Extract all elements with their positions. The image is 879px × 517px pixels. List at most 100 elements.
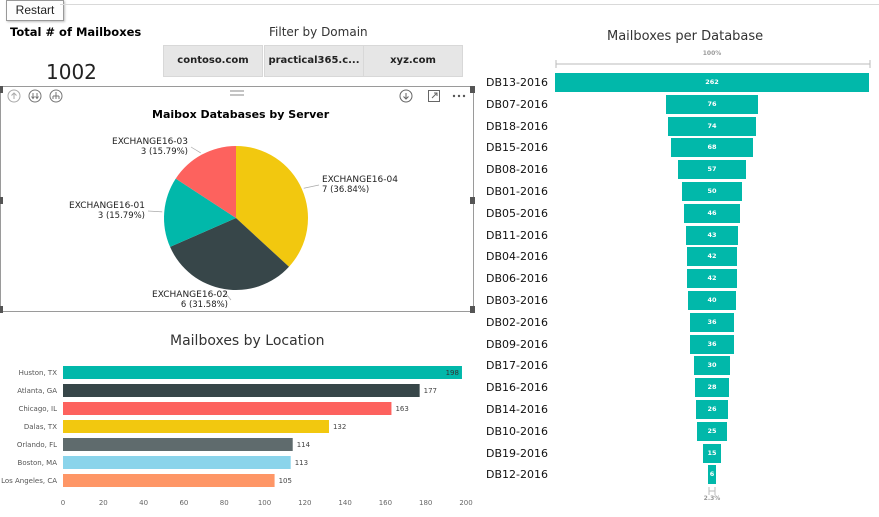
location-value-label: 113 [295,459,308,467]
location-category-label: Boston, MA [18,459,58,467]
funnel-category-label: DB11-2016 [486,228,548,242]
domain-filter-practical365[interactable]: practical365.c... [264,45,364,77]
funnel-bar[interactable]: 36 [690,334,734,354]
funnel-category-label: DB05-2016 [486,206,548,220]
funnel-bar[interactable]: 6 [708,465,716,485]
resize-handle[interactable] [0,197,3,204]
drag-handle-icon[interactable] [229,89,245,97]
location-bar[interactable] [63,474,275,487]
funnel-bar[interactable]: 42 [686,247,738,267]
location-axis-tick: 0 [61,499,65,507]
funnel-chart-title: Mailboxes per Database [607,29,764,44]
location-value-label: 132 [333,423,346,431]
location-value-label: 198 [446,369,459,377]
location-category-label: Los Angeles, CA [1,477,57,485]
location-axis-tick: 60 [179,499,188,507]
more-options-icon[interactable] [452,89,466,103]
location-axis-tick: 20 [99,499,108,507]
domain-filter-title: Filter by Domain [269,25,368,39]
location-bar[interactable] [63,438,293,451]
drill-mode-icon[interactable] [399,89,413,103]
resize-handle[interactable] [470,86,475,93]
expand-hierarchy-icon[interactable] [49,89,63,103]
funnel-bar[interactable]: 68 [671,138,753,158]
drill-up-icon[interactable] [7,89,21,103]
pie-slice-name-label: EXCHANGE16-03 [112,137,188,147]
funnel-bottom-bracket [708,487,716,496]
pie-slice-value-label: 3 (15.79%) [98,211,145,221]
location-value-label: 105 [279,477,292,485]
funnel-bar[interactable]: 74 [667,116,757,136]
resize-handle[interactable] [470,306,475,313]
pie-leader-line [190,146,201,154]
location-axis-tick: 80 [220,499,229,507]
pie-slice-exchange16-02[interactable] [170,218,289,290]
funnel-bar[interactable]: 36 [690,312,734,332]
funnel-category-label: DB13-2016 [486,76,548,89]
resize-handle[interactable] [470,197,475,204]
location-chart-title: Mailboxes by Location [170,333,325,349]
funnel-category-label: DB15-2016 [486,141,548,155]
funnel-bar[interactable]: 28 [695,378,729,398]
funnel-bar[interactable]: 76 [666,94,758,114]
pie-slice-exchange16-03[interactable] [175,146,236,218]
location-bar[interactable] [63,366,462,379]
total-mailboxes-value: 1002 [46,60,97,84]
pie-slice-name-label: EXCHANGE16-01 [69,201,145,211]
location-axis-tick: 100 [258,499,271,507]
funnel-category-label: DB19-2016 [486,446,548,460]
funnel-category-label: DB03-2016 [486,294,548,307]
funnel-bar[interactable]: 262 [555,73,869,92]
funnel-bar[interactable]: 46 [684,203,740,223]
pie-slice-exchange16-01[interactable] [164,178,236,247]
resize-handle[interactable] [0,306,3,313]
pie-slice-name-label: EXCHANGE16-04 [322,175,398,185]
funnel-category-label: DB04-2016 [486,250,548,264]
funnel-category-label: DB01-2016 [486,185,548,198]
funnel-category-label: DB18-2016 [486,119,548,133]
funnel-bar[interactable]: 42 [686,269,738,289]
location-axis-tick: 200 [459,499,472,507]
funnel-bar[interactable]: 43 [686,225,738,245]
funnel-bar[interactable]: 30 [694,356,730,376]
domain-filter-contoso[interactable]: contoso.com [163,45,263,77]
location-category-label: Orlando, FL [17,441,57,449]
funnel-bar[interactable]: 57 [677,160,747,180]
funnel-category-label: DB17-2016 [486,359,548,373]
resize-handle[interactable] [0,86,3,93]
location-axis-tick: 120 [298,499,311,507]
total-mailboxes-label: Total # of Mailboxes [10,25,142,39]
location-category-label: Chicago, IL [18,405,57,413]
funnel-bar[interactable]: 26 [696,400,728,419]
pie-leader-line [303,184,320,189]
location-bar[interactable] [63,384,420,397]
funnel-category-label: DB10-2016 [486,424,548,438]
top-divider [60,4,879,5]
funnel-category-label: DB02-2016 [486,315,548,329]
location-category-label: Huston, TX [19,369,58,377]
location-value-label: 114 [297,441,311,449]
location-bar-chart: Huston, TX 198 Atlanta, GA 177 Chicago, IL 16… [1,366,473,507]
funnel-bar[interactable]: 25 [697,421,727,441]
drill-down-all-icon[interactable] [28,89,42,103]
location-value-label: 177 [424,387,437,395]
location-bar[interactable] [63,402,392,415]
funnel-category-label: DB12-2016 [486,468,548,482]
pie-slice-exchange16-04[interactable] [236,146,308,267]
location-bar[interactable] [63,456,291,469]
restart-button[interactable]: Restart [6,0,64,21]
funnel-bottom-percent: 2.3% [703,495,721,503]
funnel-bar[interactable]: 40 [688,291,736,310]
focus-mode-icon[interactable] [427,89,441,103]
location-value-label: 163 [395,405,408,413]
funnel-bar[interactable]: 50 [682,182,742,201]
pie-slice-value-label: 7 (36.84%) [322,185,369,195]
funnel-category-label: DB16-2016 [486,381,548,395]
funnel-bar[interactable]: 15 [703,443,721,463]
domain-filter-xyz[interactable]: xyz.com [363,45,463,77]
funnel-category-label: DB09-2016 [486,337,548,351]
location-bar[interactable] [63,420,329,433]
funnel-top-percent: 100% [702,50,722,57]
funnel-category-label: DB07-2016 [486,97,548,111]
location-axis-tick: 40 [139,499,148,507]
